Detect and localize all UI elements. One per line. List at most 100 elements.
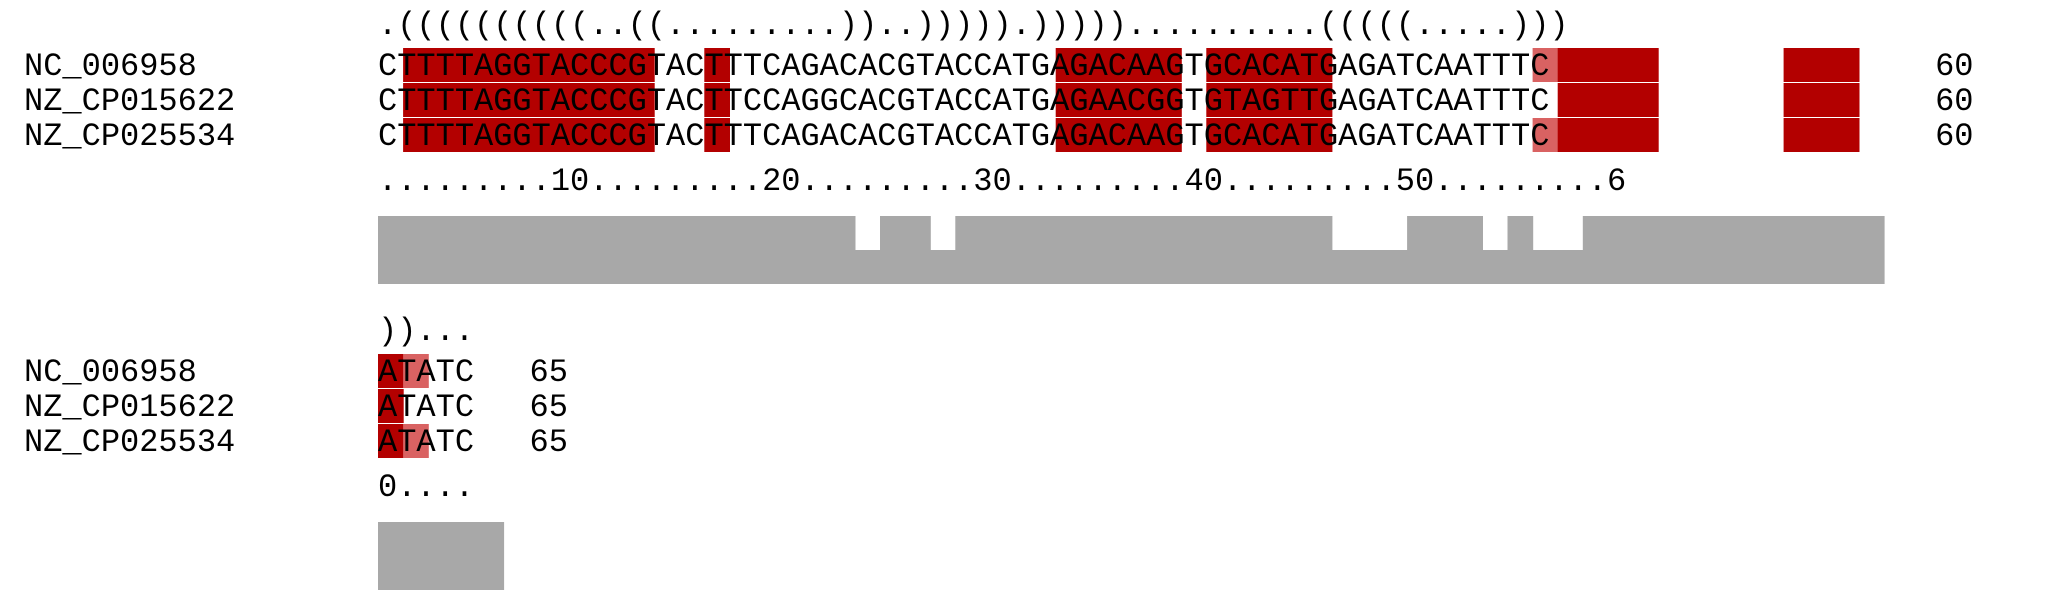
conservation-bar [1080, 216, 1107, 284]
conservation-bar [1482, 250, 1509, 284]
highlight-cell [503, 48, 530, 82]
sequence-row: NZ_CP015622 ATATC 65 [24, 389, 568, 426]
conservation-bar [754, 216, 781, 284]
conservation-bar [453, 522, 479, 590]
sequence-name: NZ_CP015622 [24, 83, 235, 120]
highlight-cell [453, 118, 479, 152]
conservation-bar [453, 216, 479, 284]
sequence-row: NZ_CP025534 CTTTTAGGTACCCGTACTTTCAGACACGT… [24, 118, 1974, 155]
conservation-bar [1733, 216, 1760, 284]
highlight-cell [1206, 83, 1232, 117]
conservation-bar [1507, 216, 1534, 284]
highlight-cell [528, 83, 555, 117]
alignment-blocks: .((((((((((..((.........))..))))).))))).… [24, 7, 1974, 590]
alignment-block: .((((((((((..((.........))..))))).))))).… [24, 7, 1974, 284]
highlight-cell [1833, 48, 1860, 82]
conservation-bar [378, 522, 404, 590]
highlight-cell [478, 48, 505, 82]
conservation-bar [955, 216, 981, 284]
highlight-cell [553, 118, 580, 152]
highlight-cell [378, 354, 404, 388]
highlight-cell [1808, 83, 1835, 117]
highlight-cell [428, 83, 454, 117]
conservation-bar [629, 216, 655, 284]
sequence-row: NZ_CP025534 ATATC 65 [24, 424, 568, 461]
highlight-cell [1582, 118, 1609, 152]
conservation-bar [553, 216, 580, 284]
highlight-cell [1231, 48, 1258, 82]
conservation-bar [1030, 216, 1057, 284]
position-ruler: 0.... [378, 469, 474, 506]
highlight-cell [629, 83, 655, 117]
highlight-cell [1256, 118, 1283, 152]
highlight-cell [629, 118, 655, 152]
sequence-text: ATATC [378, 424, 474, 461]
highlight-cell [503, 83, 530, 117]
highlight-cell [1532, 118, 1559, 152]
conservation-bar [378, 216, 404, 284]
highlight-cell [1582, 48, 1609, 82]
highlight-cell [1783, 83, 1810, 117]
sequence-name: NZ_CP025534 [24, 118, 235, 155]
conservation-bar [654, 216, 680, 284]
highlight-cell [629, 48, 655, 82]
sequence-name: NC_006958 [24, 354, 197, 391]
conservation-bar [1181, 216, 1207, 284]
highlight-cell [1783, 48, 1810, 82]
highlight-cell [1080, 118, 1107, 152]
conservation-bar [1256, 216, 1283, 284]
highlight-cell [1206, 48, 1232, 82]
conservation-bar [1633, 216, 1659, 284]
highlight-cell [403, 118, 429, 152]
highlight-cell [1256, 48, 1283, 82]
conservation-bar [1407, 216, 1433, 284]
highlight-cell [1206, 118, 1232, 152]
conservation-bar [880, 216, 906, 284]
highlight-cell [1131, 118, 1157, 152]
conservation-bar [1131, 216, 1157, 284]
highlight-cell [453, 83, 479, 117]
sequence-text: CTTTTAGGTACCCGTACTTTCAGACACGTACCATGAGACA… [378, 118, 1549, 155]
highlight-cell [1231, 83, 1258, 117]
conservation-bar [1231, 216, 1258, 284]
highlight-cell [1055, 48, 1082, 82]
highlight-cell [1281, 118, 1308, 152]
highlight-cell [1281, 83, 1308, 117]
highlight-cell [704, 118, 730, 152]
highlight-cell [1156, 48, 1182, 82]
conservation-bar [1557, 250, 1584, 284]
sequence-text: CTTTTAGGTACCCGTACTTTCAGACACGTACCATGAGACA… [378, 48, 1549, 85]
highlight-cell [1131, 83, 1157, 117]
conservation-bar [403, 522, 429, 590]
conservation-bar [1105, 216, 1132, 284]
conservation-bar [478, 216, 505, 284]
highlight-cell [1281, 48, 1308, 82]
highlight-cell [1306, 118, 1333, 152]
conservation-bar [679, 216, 705, 284]
sequence-text: ATATC [378, 354, 474, 391]
highlight-cell [403, 424, 429, 458]
highlight-cell [528, 118, 555, 152]
highlight-cell [1557, 118, 1584, 152]
sequence-row: NC_006958 CTTTTAGGTACCCGTACTTTCAGACACGTAC… [24, 48, 1974, 85]
highlight-cell [453, 48, 479, 82]
sequence-row: NC_006958 ATATC 65 [24, 354, 568, 391]
highlight-cell [603, 118, 630, 152]
sequence-end-position: 60 [1935, 48, 1973, 85]
conservation-bar [1281, 216, 1308, 284]
highlight-cell [428, 48, 454, 82]
highlight-cell [403, 83, 429, 117]
conservation-bar [428, 522, 454, 590]
highlight-cell [553, 48, 580, 82]
conservation-bar [1005, 216, 1032, 284]
highlight-cell [1833, 118, 1860, 152]
highlight-cell [1306, 48, 1333, 82]
conservation-bar [1206, 216, 1232, 284]
highlight-cell [1055, 118, 1082, 152]
highlight-cell [528, 48, 555, 82]
highlight-cell [1808, 118, 1835, 152]
highlight-cell [1105, 83, 1132, 117]
highlight-cell [428, 118, 454, 152]
highlight-cell [1231, 118, 1258, 152]
